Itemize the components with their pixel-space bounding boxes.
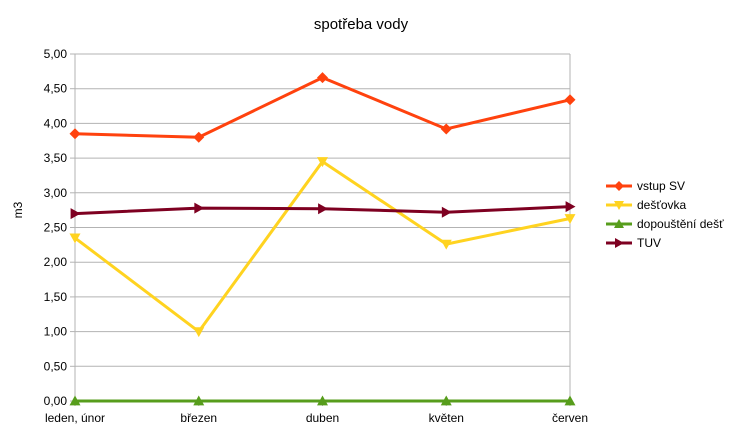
y-tick-label: 1,00 <box>44 325 68 339</box>
series-dopousteni-dest <box>69 395 576 406</box>
series-vstup-sv <box>69 72 576 143</box>
y-axis-ticks: 0,00 0,50 1,00 1,50 2,00 2,50 3,00 3,50 4,00 4,50… <box>44 47 68 408</box>
series-line-destovka <box>74 160 571 334</box>
data-point-destovka <box>69 233 81 244</box>
series-group <box>69 72 576 406</box>
y-axis-label: m3 <box>11 201 25 218</box>
data-point-tuv <box>70 208 81 220</box>
y-tick-label: 0,50 <box>44 359 68 373</box>
y-tick-label: 0,00 <box>44 394 68 408</box>
x-axis-ticks: leden, únor březen duben květen červen <box>45 411 588 425</box>
y-tick-label: 2,00 <box>44 255 68 269</box>
series-line-vstup-sv <box>74 76 571 139</box>
y-tick-label: 3,50 <box>44 151 68 165</box>
legend-label: TUV <box>637 236 661 250</box>
legend: vstup SV dešťovka dopouštění dešť TUV <box>606 179 724 250</box>
y-tick-label: 4,50 <box>44 82 68 96</box>
data-point-vstup-sv <box>317 72 328 84</box>
legend-marker <box>614 181 624 191</box>
data-point-destovka <box>317 157 328 168</box>
y-tick-label: 3,00 <box>44 186 68 200</box>
y-tick-label: 4,00 <box>44 116 68 130</box>
legend-marker <box>615 238 624 248</box>
data-point-destovka <box>193 327 205 338</box>
data-point-tuv <box>194 202 205 214</box>
legend-marker <box>614 219 624 228</box>
x-tick-label: červen <box>552 411 588 425</box>
x-tick-label: květen <box>429 411 464 425</box>
y-tick-label: 5,00 <box>44 47 68 61</box>
data-point-tuv <box>565 201 576 213</box>
y-tick-label: 1,50 <box>44 290 68 304</box>
data-point-vstup-sv <box>440 123 452 135</box>
legend-item: dopouštění dešť <box>606 217 724 231</box>
data-point-tuv <box>441 206 452 218</box>
data-point-tuv <box>318 203 328 215</box>
chart-title: spotřeba vody <box>314 16 409 33</box>
data-point-vstup-sv <box>193 131 205 143</box>
grid <box>70 53 571 406</box>
legend-label: dešťovka <box>637 198 687 212</box>
x-tick-label: duben <box>306 411 339 425</box>
x-tick-label: leden, únor <box>45 411 105 425</box>
data-point-destovka <box>564 214 576 224</box>
data-point-dopousteni-dest <box>317 395 328 406</box>
legend-label: vstup SV <box>637 179 685 193</box>
data-point-dopousteni-dest <box>564 395 576 406</box>
legend-marker <box>614 201 624 210</box>
x-tick-label: březen <box>180 411 217 425</box>
legend-item: TUV <box>606 236 661 250</box>
legend-label: dopouštění dešť <box>637 217 724 231</box>
series-destovka <box>69 157 576 338</box>
data-point-vstup-sv <box>564 94 576 106</box>
y-tick-label: 2,50 <box>44 221 68 235</box>
data-point-dopousteni-dest <box>440 395 452 406</box>
legend-item: vstup SV <box>606 179 685 193</box>
legend-item: dešťovka <box>606 198 687 212</box>
series-tuv <box>70 201 576 220</box>
data-point-vstup-sv <box>69 128 81 140</box>
data-point-destovka <box>440 239 452 250</box>
data-point-dopousteni-dest <box>193 395 205 406</box>
data-point-dopousteni-dest <box>69 395 81 406</box>
